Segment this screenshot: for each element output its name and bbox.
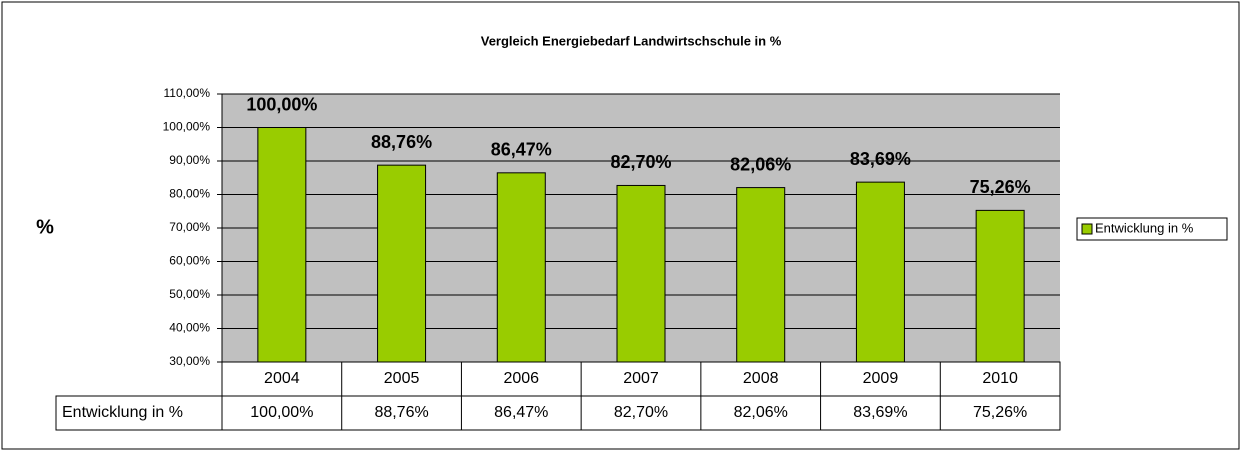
- bar: [257, 127, 307, 363]
- x-tick-label: 2004: [264, 370, 300, 387]
- bar: [855, 181, 905, 363]
- data-label: 75,26%: [970, 177, 1031, 197]
- x-tick-label: 2007: [623, 370, 659, 387]
- data-label: 86,47%: [491, 140, 552, 160]
- y-axis-label: %: [36, 216, 54, 238]
- legend-label: Entwicklung in %: [1095, 220, 1194, 235]
- x-tick-label: 2009: [863, 370, 899, 387]
- data-table-value: 82,06%: [734, 404, 788, 421]
- bar: [975, 209, 1025, 363]
- data-table-value: 75,26%: [973, 404, 1027, 421]
- x-tick-label: 2005: [384, 370, 420, 387]
- y-tick-label: 40,00%: [169, 321, 210, 335]
- data-table-series-name: Entwicklung in %: [62, 404, 183, 421]
- legend-swatch: [1081, 223, 1093, 235]
- data-label: 88,76%: [371, 132, 432, 152]
- bar: [377, 164, 427, 363]
- data-label: 82,06%: [730, 154, 791, 174]
- data-table-value: 86,47%: [494, 404, 548, 421]
- y-tick-label: 30,00%: [169, 354, 210, 368]
- y-tick-label: 90,00%: [169, 153, 210, 167]
- y-tick-label: 110,00%: [164, 86, 211, 100]
- x-tick-label: 2008: [743, 370, 779, 387]
- data-table-row-header: [55, 395, 223, 431]
- data-table-value: 88,76%: [374, 404, 428, 421]
- data-label: 83,69%: [850, 149, 911, 169]
- y-tick-label: 100,00%: [163, 120, 211, 134]
- bar: [736, 187, 786, 363]
- bar: [616, 184, 666, 363]
- data-table-value: 82,70%: [614, 404, 668, 421]
- y-tick-label: 60,00%: [169, 254, 210, 268]
- x-tick-label: 2006: [503, 370, 539, 387]
- y-tick-label: 70,00%: [169, 220, 210, 234]
- chart-title: Vergleich Energiebedarf Landwirtschschul…: [481, 33, 782, 48]
- legend-frame: [1076, 217, 1228, 241]
- data-label: 100,00%: [246, 94, 317, 114]
- y-tick-label: 80,00%: [169, 187, 210, 201]
- y-tick-label: 50,00%: [169, 287, 210, 301]
- data-table-value: 83,69%: [853, 404, 907, 421]
- bar: [496, 172, 546, 363]
- data-label: 82,70%: [610, 152, 671, 172]
- x-tick-label: 2010: [982, 370, 1018, 387]
- data-table-value: 100,00%: [250, 404, 313, 421]
